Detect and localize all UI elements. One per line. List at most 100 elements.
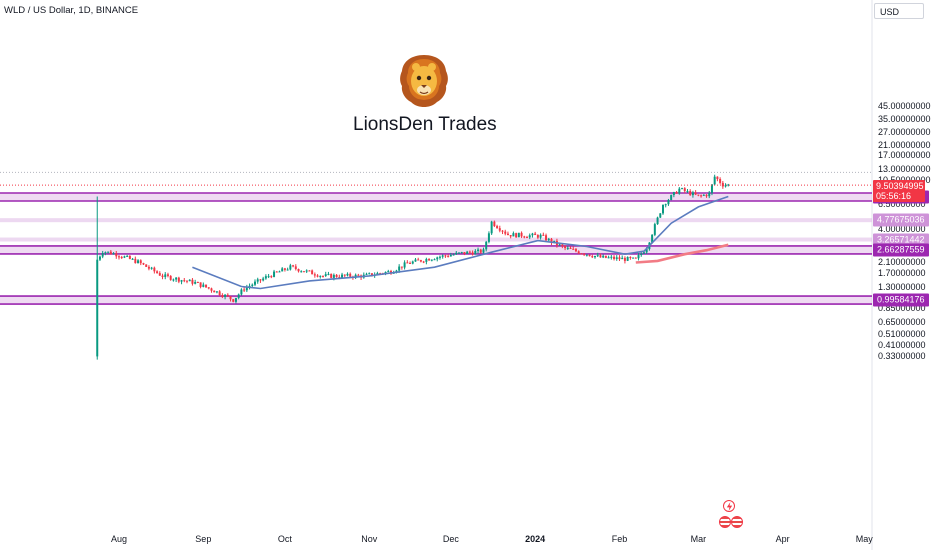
us-flag-icon[interactable]: [731, 516, 743, 528]
candle-body: [564, 246, 567, 249]
candle-body: [588, 254, 591, 257]
candle-body: [98, 256, 101, 260]
candle-body: [705, 194, 708, 197]
candle-body: [667, 199, 670, 205]
price-tick: 1.70000000: [878, 267, 926, 278]
candle-body: [710, 184, 713, 193]
candle-body: [311, 270, 314, 275]
candle-body: [659, 213, 662, 218]
candle-body: [632, 257, 635, 259]
level-band: [0, 218, 872, 223]
candle-body: [283, 268, 286, 270]
candle-body: [466, 251, 469, 254]
candle-body: [297, 269, 300, 272]
candle-body: [180, 280, 183, 282]
time-tick: Feb: [611, 534, 628, 544]
candle-body: [713, 176, 716, 185]
candle-body: [716, 176, 719, 180]
candle-body: [425, 259, 428, 262]
time-tick: Sep: [195, 534, 212, 544]
level-price-tag: 2.66287559: [873, 243, 929, 257]
candle-body: [689, 191, 692, 196]
candle-body: [332, 274, 335, 278]
candle-body: [109, 251, 112, 255]
candle-body: [330, 273, 333, 278]
candle-body: [542, 234, 545, 236]
candle-body: [156, 271, 159, 274]
candle-body: [613, 256, 616, 259]
candle-body: [267, 276, 270, 278]
candle-body: [656, 217, 659, 225]
candle-body: [153, 267, 156, 272]
candle-body: [686, 191, 689, 193]
candle-body: [583, 253, 586, 255]
us-flag-icon[interactable]: [719, 516, 731, 528]
candle-body: [107, 251, 110, 253]
candle-body: [308, 270, 311, 272]
candle-body: [482, 249, 485, 253]
candle-body: [444, 255, 447, 257]
candle-body: [558, 244, 561, 246]
time-tick: Apr: [775, 534, 790, 544]
candle-body: [436, 257, 439, 260]
candle-body: [194, 282, 197, 284]
candle-body: [498, 228, 501, 231]
price-tick: 45.00000000: [878, 100, 931, 111]
candle-body: [458, 252, 460, 254]
candle-body: [409, 262, 412, 264]
candle-body: [302, 271, 305, 273]
candle-body: [186, 280, 188, 282]
candle-body: [289, 265, 292, 270]
candle-body: [569, 247, 572, 249]
candle-body: [294, 266, 297, 270]
candle-body: [275, 271, 278, 273]
candle-body: [112, 253, 115, 255]
lightning-icon[interactable]: [723, 500, 735, 512]
price-tick: 0.41000000: [878, 340, 926, 351]
candle-body: [719, 179, 722, 183]
price-tick: 0.85000000: [878, 303, 926, 314]
candle-body: [145, 264, 148, 267]
candle-body: [417, 259, 420, 261]
candle-body: [273, 271, 276, 277]
time-tick: Nov: [361, 534, 378, 544]
candle-body: [640, 253, 643, 256]
candle-body: [678, 188, 681, 194]
symbol-title[interactable]: WLD / US Dollar, 1D, BINANCE: [4, 5, 139, 16]
currency-selector[interactable]: USD: [874, 3, 924, 19]
candle-body: [591, 256, 594, 258]
candle-body: [596, 255, 599, 257]
candle-body: [487, 233, 490, 242]
candle-body: [400, 266, 403, 268]
candle-body: [406, 262, 409, 264]
candle-body: [449, 255, 452, 257]
candle-body: [229, 296, 232, 300]
candle-body: [169, 275, 172, 280]
candle-body: [414, 259, 417, 262]
candle-body: [205, 284, 208, 288]
candle-body: [343, 274, 346, 276]
candle-body: [126, 255, 129, 257]
level-price-tag: 4.77675036: [873, 213, 929, 227]
candle-body: [134, 258, 137, 264]
candle-body: [637, 255, 640, 259]
candle-body: [237, 294, 240, 298]
candle-body: [520, 232, 523, 237]
level-band: [0, 296, 872, 305]
time-tick: May: [855, 534, 873, 544]
candle-body: [177, 277, 180, 282]
price-tick: 10.50000000: [878, 175, 931, 185]
candle-body: [697, 194, 700, 196]
candle-body: [210, 288, 213, 291]
candle-body: [700, 195, 703, 197]
candle-body: [504, 231, 507, 234]
candle-body: [370, 273, 373, 276]
candle-body: [120, 256, 123, 258]
candle-body: [166, 274, 169, 276]
candle-body: [727, 184, 730, 186]
candle-body: [188, 279, 191, 282]
candle-body: [422, 261, 425, 263]
candle-body: [479, 249, 482, 253]
